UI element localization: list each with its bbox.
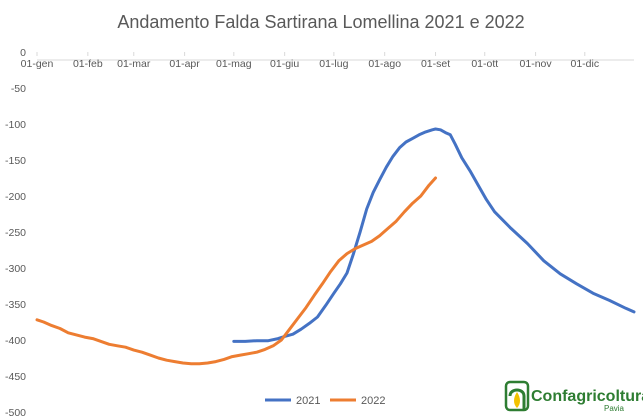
x-tick-label: 01-mar [117, 58, 151, 70]
series-line-2022 [35, 176, 437, 366]
y-tick-label: -250 [5, 227, 26, 239]
y-axis-labels: 0 -50 -100 -150 -200 -250 -300 -350 -400 -450 -500 [5, 47, 26, 419]
y-tick-label: -450 [5, 371, 26, 383]
x-tick-label: 01-nov [520, 58, 553, 70]
series-line-2021 [232, 127, 636, 343]
logo-sub: Pavia [604, 404, 625, 413]
x-tick-label: 01-dic [570, 58, 599, 70]
x-tick-label: 01-ott [471, 58, 498, 70]
x-tick-label: 01-giu [270, 58, 299, 70]
logo-mark-icon [504, 380, 530, 412]
confagricoltura-logo: Confagricoltura Pavia [504, 380, 643, 413]
y-tick-label: 0 [20, 47, 26, 59]
legend-label-2022: 2022 [361, 395, 385, 407]
x-tick-label: 01-apr [169, 58, 200, 70]
x-tick-label: 01-ago [368, 58, 401, 70]
y-tick-label: -300 [5, 263, 26, 275]
y-tick-label: -350 [5, 299, 26, 311]
legend-label-2021: 2021 [296, 395, 320, 407]
y-tick-label: -400 [5, 335, 26, 347]
x-tick-label: 01-set [421, 58, 450, 70]
x-tick-label: 01-lug [319, 58, 348, 70]
y-tick-label: -100 [5, 119, 26, 131]
y-tick-label: -50 [11, 83, 26, 95]
x-tick-label: 01-mag [216, 58, 252, 70]
x-tick-label: 01-feb [73, 58, 103, 70]
series-lines [35, 127, 636, 366]
y-tick-label: -200 [5, 191, 26, 203]
legend: 2021 2022 [265, 395, 385, 407]
chart-title: Andamento Falda Sartirana Lomellina 2021… [117, 12, 524, 32]
logo-name: Confagricoltura [531, 388, 643, 405]
x-axis-ticks: 01-gen 01-feb 01-mar 01-apr 01-mag 01-giu 01-l… [21, 52, 599, 70]
y-tick-label: -500 [5, 407, 26, 419]
x-tick-label: 01-gen [21, 58, 54, 70]
y-tick-label: -150 [5, 155, 26, 167]
